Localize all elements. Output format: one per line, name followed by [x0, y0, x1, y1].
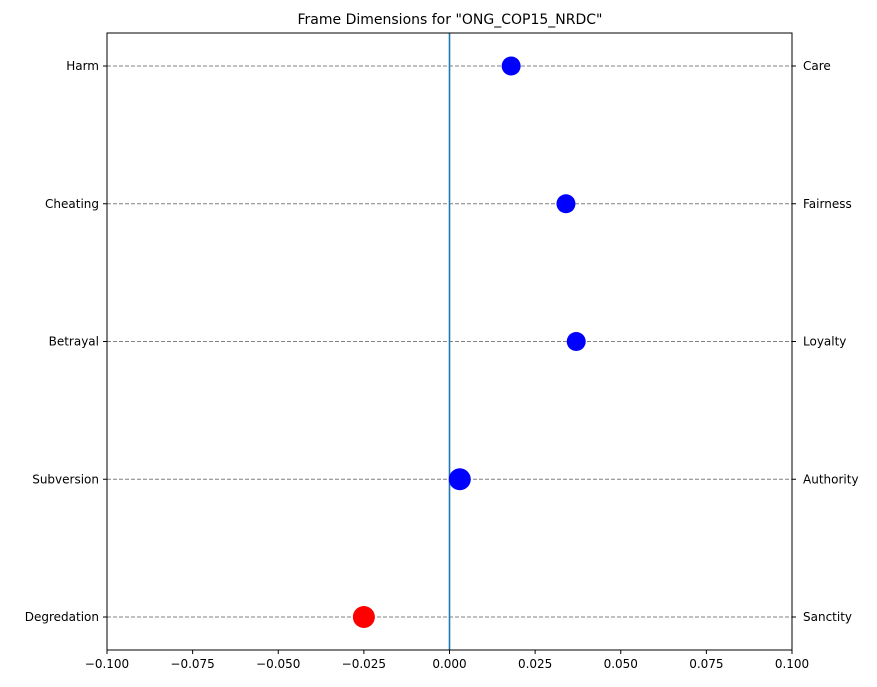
data-point-harm — [501, 56, 521, 76]
y-tick-label-right: Sanctity — [803, 610, 852, 624]
y-tick-label-left: Subversion — [32, 472, 99, 486]
y-tick-label-right: Loyalty — [803, 335, 846, 349]
x-tick-label: 0.000 — [432, 657, 466, 671]
x-tick-label: 0.050 — [604, 657, 638, 671]
y-tick-label-right: Fairness — [803, 197, 852, 211]
data-point-subversion — [448, 468, 471, 491]
x-tick-label: −0.025 — [342, 657, 386, 671]
y-axis-left-ticks: Harm Cheating Betrayal Subversion Degredatio… — [25, 59, 107, 624]
data-points — [352, 56, 586, 628]
x-tick-label: −0.100 — [85, 657, 129, 671]
y-tick-label-left: Harm — [66, 59, 99, 73]
x-axis-ticks: −0.100 −0.075 −0.050 −0.025 0.000 0.025 0.050 0… — [85, 650, 809, 671]
y-axis-right-ticks: Care Fairness Loyalty Authority Sanctity — [792, 59, 859, 624]
data-point-betrayal — [566, 332, 586, 351]
x-tick-label: −0.050 — [256, 657, 300, 671]
y-tick-label-right: Authority — [803, 472, 859, 486]
y-tick-label-left: Betrayal — [49, 335, 99, 349]
y-tick-label-left: Cheating — [45, 197, 99, 211]
x-tick-label: 0.025 — [518, 657, 552, 671]
x-tick-label: −0.075 — [170, 657, 214, 671]
x-tick-label: 0.075 — [689, 657, 723, 671]
x-tick-label: 0.100 — [775, 657, 809, 671]
data-point-degredation — [352, 606, 375, 628]
y-tick-label-right: Care — [803, 59, 831, 73]
chart-title: Frame Dimensions for "ONG_COP15_NRDC" — [298, 12, 603, 28]
y-tick-label-left: Degredation — [25, 610, 99, 624]
data-point-cheating — [556, 194, 576, 214]
